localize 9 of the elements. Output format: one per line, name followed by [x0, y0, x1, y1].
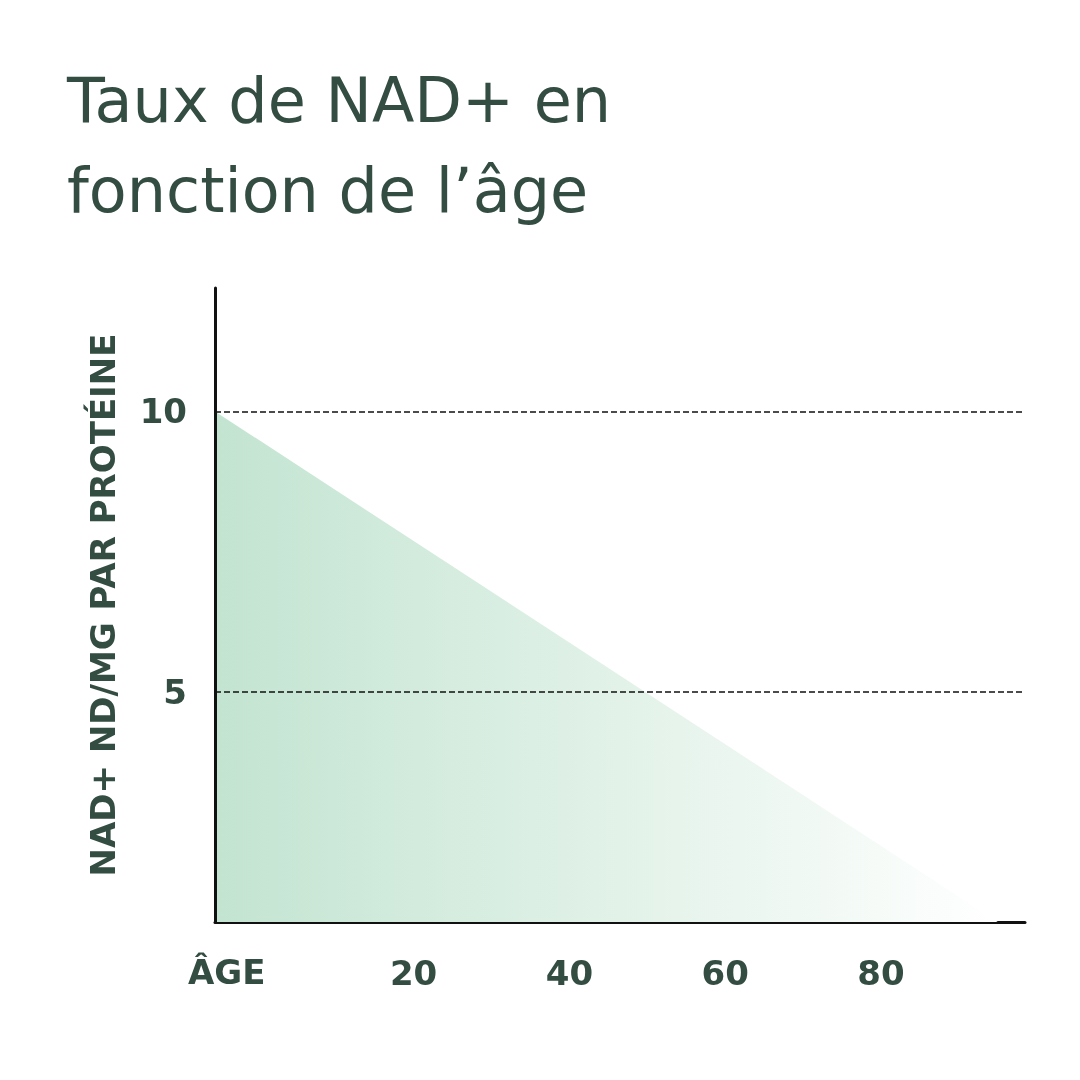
x-tick-label: 80	[857, 953, 905, 993]
x-tick-label: 60	[701, 953, 749, 993]
chart-title: Taux de NAD+ en fonction de l’âge	[66, 63, 631, 227]
y-tick-label: 10	[139, 391, 187, 432]
y-tick-label: 5	[163, 671, 187, 712]
x-axis-title: ÂGE	[188, 952, 266, 992]
y-axis-title: NAD+ ND/MG PAR PROTÉINE	[83, 333, 123, 877]
x-tick-label: 20	[389, 953, 438, 993]
x-tick-label: 40	[545, 953, 594, 993]
